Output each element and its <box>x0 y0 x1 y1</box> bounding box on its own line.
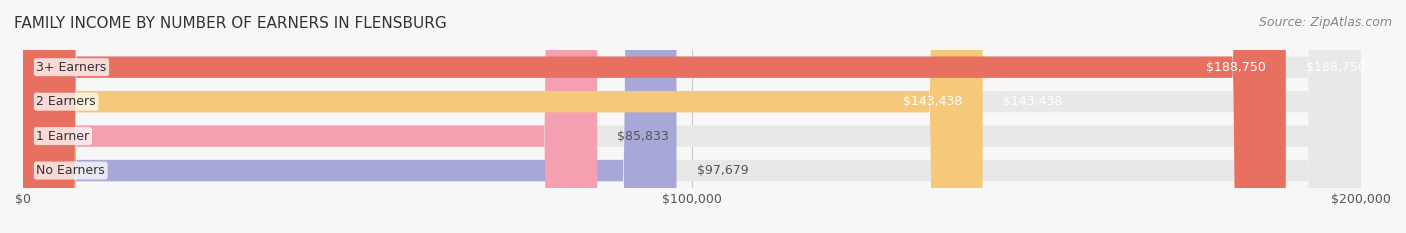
FancyBboxPatch shape <box>22 0 983 233</box>
Text: 1 Earner: 1 Earner <box>37 130 90 143</box>
Text: 2 Earners: 2 Earners <box>37 95 96 108</box>
Text: $85,833: $85,833 <box>617 130 669 143</box>
FancyBboxPatch shape <box>22 0 676 233</box>
FancyBboxPatch shape <box>22 0 1361 233</box>
FancyBboxPatch shape <box>22 0 1361 233</box>
Text: $188,750: $188,750 <box>1206 61 1265 74</box>
Text: $188,750: $188,750 <box>1306 61 1365 74</box>
FancyBboxPatch shape <box>22 0 1286 233</box>
FancyBboxPatch shape <box>22 0 598 233</box>
Text: $143,438: $143,438 <box>903 95 963 108</box>
Text: No Earners: No Earners <box>37 164 105 177</box>
FancyBboxPatch shape <box>22 0 1361 233</box>
FancyBboxPatch shape <box>22 0 1361 233</box>
Text: Source: ZipAtlas.com: Source: ZipAtlas.com <box>1258 16 1392 29</box>
Text: 3+ Earners: 3+ Earners <box>37 61 107 74</box>
Text: $97,679: $97,679 <box>696 164 748 177</box>
Text: $143,438: $143,438 <box>1002 95 1062 108</box>
Text: FAMILY INCOME BY NUMBER OF EARNERS IN FLENSBURG: FAMILY INCOME BY NUMBER OF EARNERS IN FL… <box>14 16 447 31</box>
